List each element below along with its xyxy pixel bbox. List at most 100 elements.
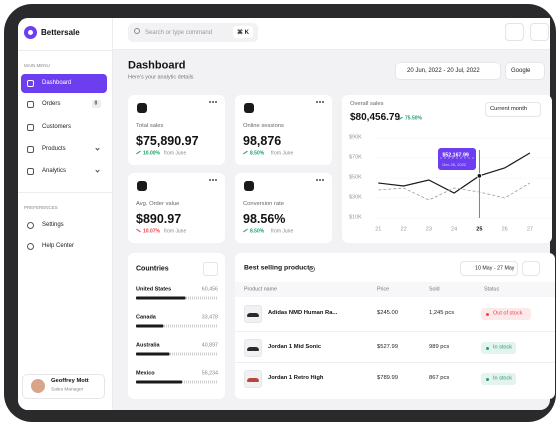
stat-change: 8.50%	[250, 228, 265, 235]
product-sold: 1,245 pcs	[429, 310, 455, 317]
stat-icon	[244, 103, 254, 113]
tooltip-value: $52,167.99	[442, 152, 469, 159]
stat-change: 10.07%	[143, 228, 160, 235]
avatar	[31, 379, 45, 393]
product-sold: 867 pcs	[429, 375, 450, 382]
product-price: $245.00	[377, 310, 398, 317]
chart-total: $80,456.79	[350, 112, 401, 123]
section-label: MAIN MENU	[24, 62, 50, 68]
stat-note: from June	[271, 150, 294, 157]
tooltip-date: Dec 25, 2022	[442, 162, 467, 167]
brand: Bettersale	[41, 28, 80, 37]
stat-label: Avg. Order value	[136, 201, 180, 208]
x-tick-label: 27	[526, 226, 533, 233]
stat-note: from June	[164, 228, 187, 235]
badge-bg	[92, 100, 101, 108]
country-name: Mexico	[136, 370, 155, 377]
country-value: 33,478	[201, 314, 218, 321]
country-name: Australia	[136, 342, 160, 349]
stat-icon	[244, 181, 254, 191]
stat-label: Total sales	[136, 123, 164, 130]
products-card	[235, 253, 555, 399]
country-bar	[136, 296, 186, 300]
stat-icon	[137, 103, 147, 113]
menu-item[interactable]: Dashboard	[42, 80, 72, 86]
section-label: PREFERENCES	[24, 204, 58, 210]
card-title: Countries	[136, 265, 169, 273]
y-tick-label: $70K	[349, 154, 362, 161]
menu-item[interactable]: Help Center	[42, 243, 75, 249]
status-pill	[481, 342, 516, 354]
country-bar	[136, 380, 183, 384]
menu-icon	[27, 145, 34, 153]
menu-icon	[27, 167, 34, 175]
source: Google	[511, 68, 531, 74]
expand-button[interactable]	[203, 262, 218, 276]
chart-change: 75.50%	[405, 115, 422, 122]
menu-item[interactable]: Customers	[42, 124, 72, 130]
date-picker[interactable]	[395, 62, 501, 80]
more-dots[interactable]	[209, 101, 217, 103]
status-pill	[481, 373, 516, 385]
product-status: In stock	[493, 375, 512, 382]
date-picker[interactable]	[460, 261, 518, 276]
column-header: Price	[377, 285, 390, 292]
icon-button[interactable]	[505, 23, 524, 41]
stat-change: 10.00%	[143, 150, 160, 157]
stat-change: 8.50%	[250, 150, 265, 157]
menu-item[interactable]: Products	[42, 146, 66, 152]
row-divider	[235, 362, 555, 363]
sidebar-divider	[18, 50, 113, 51]
stat-label: Online sessions	[243, 123, 284, 130]
logo-dot	[28, 30, 33, 35]
menu-item[interactable]: Analytics	[42, 168, 67, 174]
tooltip-point	[476, 173, 482, 179]
stat-value: $75,890.97	[136, 133, 199, 148]
status-dot	[486, 312, 489, 316]
product-name: Jordan 1 Mid Sonic	[268, 344, 322, 351]
x-tick-label: 24	[451, 226, 458, 233]
menu-icon	[27, 242, 34, 250]
stat-value: $890.97	[136, 211, 182, 226]
info-icon	[309, 266, 315, 272]
more-dots[interactable]	[316, 179, 324, 181]
product-name: Jordan 1 Retro High	[268, 375, 324, 382]
period-picker[interactable]	[485, 102, 541, 117]
user-name: Geoffrey Mott	[51, 378, 89, 385]
country-value: 56,234	[201, 370, 218, 377]
country-name: United States	[136, 286, 172, 293]
stat-value: 98.56%	[243, 211, 286, 226]
tooltip	[438, 148, 477, 170]
x-tick-label: 23	[425, 226, 432, 233]
x-tick-label: 22	[400, 226, 407, 233]
menu-icon	[27, 79, 34, 87]
menu-icon	[27, 123, 34, 131]
stat-note: from June	[164, 150, 187, 157]
search-icon	[134, 28, 140, 34]
status-dot	[486, 377, 489, 381]
chart-title: Overall sales	[350, 101, 384, 108]
icon-button[interactable]	[530, 23, 549, 41]
menu-active[interactable]	[21, 74, 107, 93]
card-title: Best selling products	[244, 264, 314, 272]
x-tick-label: 26	[501, 226, 508, 233]
country-bar	[136, 324, 164, 328]
menu-item[interactable]: Orders	[42, 101, 61, 107]
country-name: Canada	[136, 314, 156, 321]
user-role: Sales Manager	[51, 387, 84, 393]
filter-button[interactable]	[522, 261, 540, 276]
sales-line	[378, 182, 531, 201]
source-picker[interactable]	[505, 62, 545, 80]
menu-item[interactable]: Settings	[42, 222, 64, 228]
column-header: Sold	[429, 285, 440, 292]
chart-period: Current month	[490, 105, 528, 112]
more-dots[interactable]	[316, 101, 324, 103]
y-tick-label: $50K	[349, 174, 362, 181]
date-range: 20 Jun, 2022 - 20 Jul, 2022	[407, 68, 480, 74]
table-header	[235, 282, 555, 297]
more-dots[interactable]	[209, 179, 217, 181]
search[interactable]	[128, 23, 258, 42]
x-tick-label: 21	[375, 226, 382, 233]
